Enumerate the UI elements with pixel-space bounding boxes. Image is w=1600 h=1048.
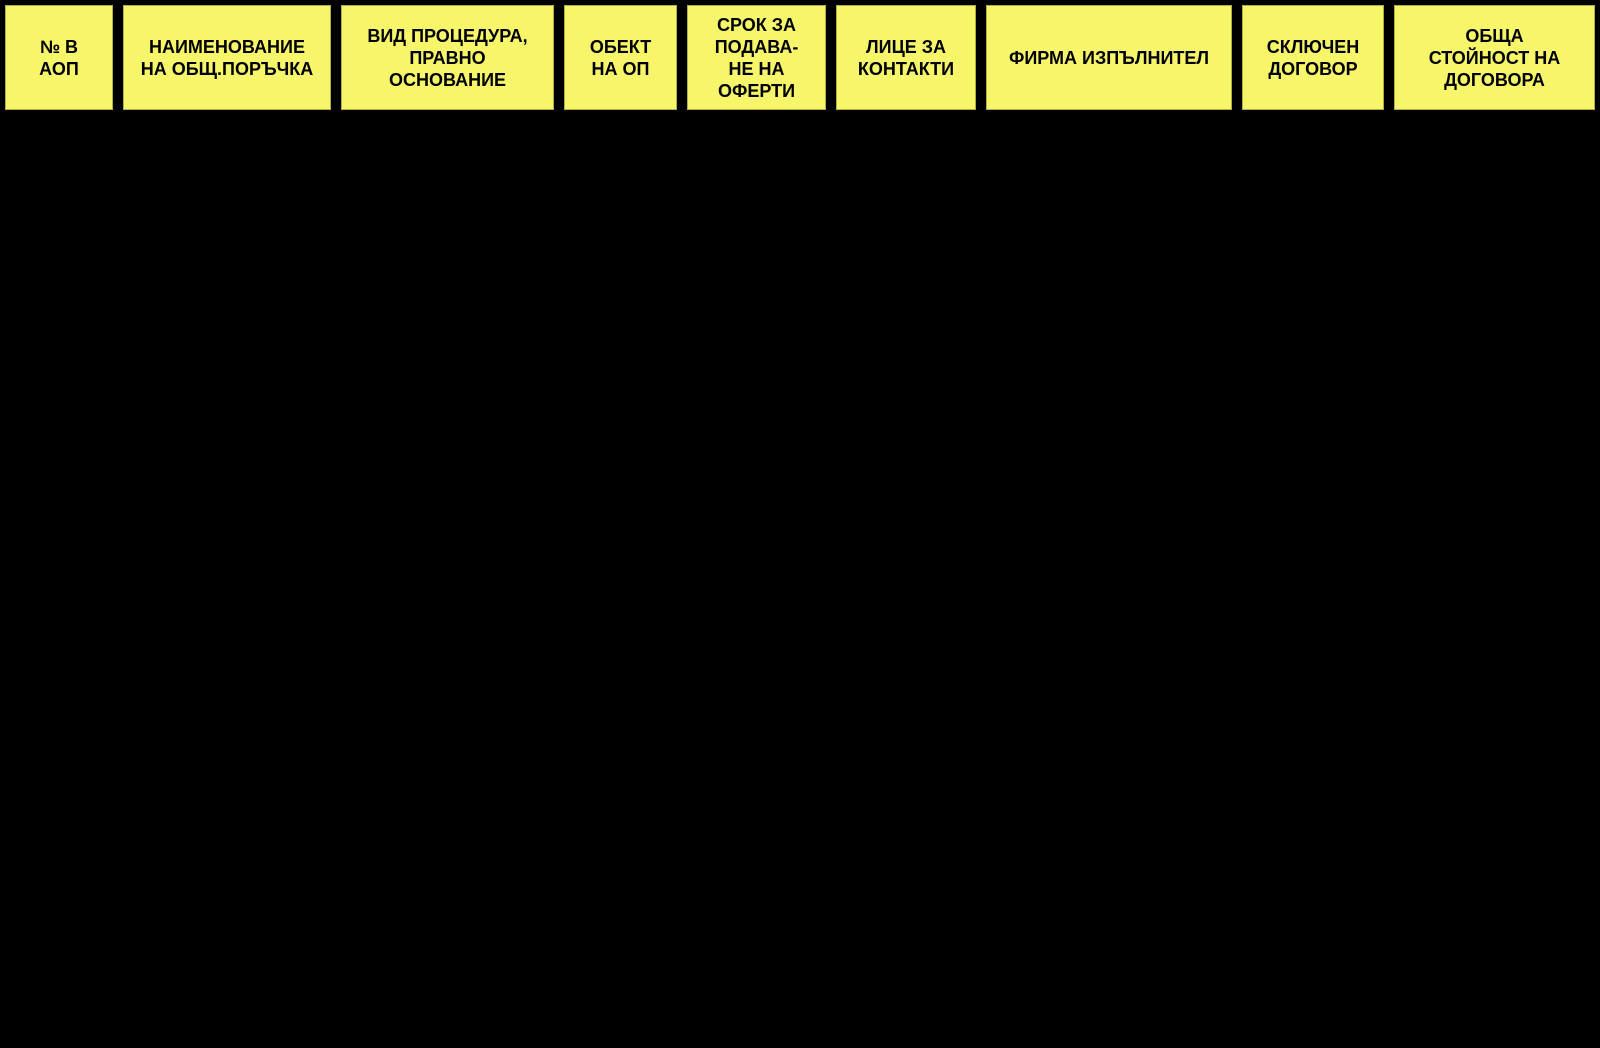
column-header-contact-person: ЛИЦЕ ЗА КОНТАКТИ bbox=[836, 5, 976, 110]
column-header-contract-signed: СКЛЮЧЕН ДОГОВОР bbox=[1242, 5, 1384, 110]
column-header-aop-number: № В АОП bbox=[5, 5, 113, 110]
column-header-total-contract-value: ОБЩА СТОЙНОСТ НА ДОГОВОРА bbox=[1394, 5, 1595, 110]
column-header-offer-deadline: СРОК ЗА ПОДАВА- НЕ НА ОФЕРТИ bbox=[687, 5, 826, 110]
column-header-procedure-type: ВИД ПРОЦЕДУРА, ПРАВНО ОСНОВАНИЕ bbox=[341, 5, 554, 110]
column-header-contractor-firm: ФИРМА ИЗПЪЛНИТЕЛ bbox=[986, 5, 1232, 110]
column-header-procurement-name: НАИМЕНОВАНИЕ НА ОБЩ.ПОРЪЧКА bbox=[123, 5, 331, 110]
table-header-row: № В АОП НАИМЕНОВАНИЕ НА ОБЩ.ПОРЪЧКА ВИД … bbox=[5, 5, 1595, 110]
column-header-op-object: ОБЕКТ НА ОП bbox=[564, 5, 677, 110]
